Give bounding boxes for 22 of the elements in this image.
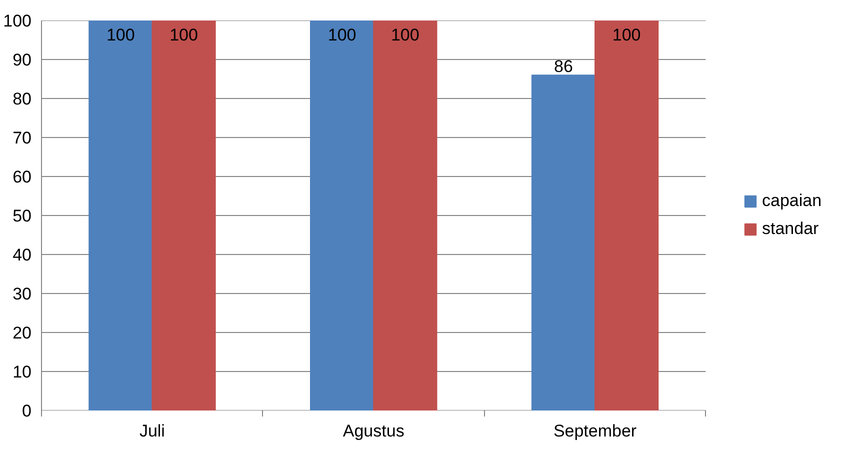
x-tick-label: Juli <box>139 422 165 440</box>
legend-label: capaian <box>762 191 822 211</box>
y-tick-label: 0 <box>22 402 32 420</box>
x-tick-label: Agustus <box>342 422 404 440</box>
y-tick-label: 40 <box>12 246 32 264</box>
y-tick-label: 90 <box>12 50 32 70</box>
data-label: 100 <box>106 26 135 44</box>
y-tick-label: 80 <box>12 90 32 108</box>
data-label: 100 <box>612 26 641 44</box>
x-tick-label: September <box>553 422 637 440</box>
y-tick-label: 70 <box>12 128 32 148</box>
y-tick-label: 20 <box>12 324 32 342</box>
data-label: 86 <box>554 57 573 76</box>
y-tick-label: 60 <box>12 168 32 186</box>
data-label: 100 <box>328 26 356 44</box>
y-tick-label: 100 <box>3 12 32 30</box>
y-tick-label: 30 <box>12 284 32 304</box>
legend-label: standar <box>762 219 820 239</box>
data-label: 100 <box>390 26 420 44</box>
data-label: 100 <box>170 26 198 44</box>
y-tick-label: 50 <box>12 206 32 226</box>
y-tick-label: 10 <box>12 362 32 382</box>
